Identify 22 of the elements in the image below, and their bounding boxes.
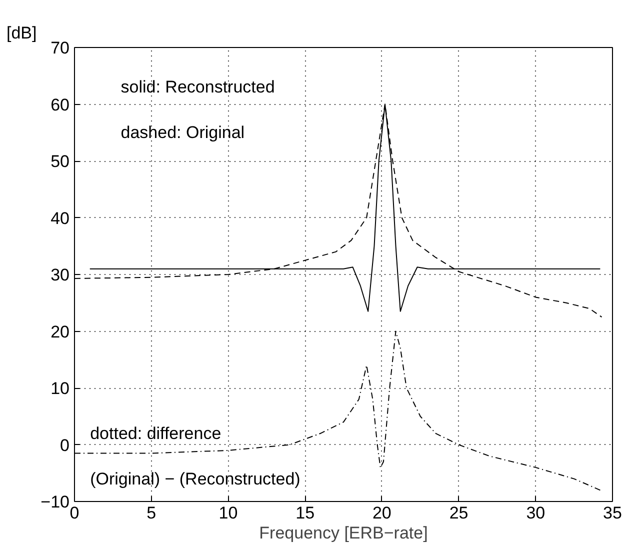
- y-tick-label: 50: [50, 152, 70, 171]
- y-tick-label: 60: [50, 95, 70, 114]
- annotation: dashed: Original: [120, 123, 245, 142]
- annotation: solid: Reconstructed: [120, 78, 275, 97]
- x-tick-label: 5: [146, 504, 156, 522]
- y-axis-title: [dB]: [6, 24, 37, 42]
- x-tick-label: 15: [296, 504, 315, 522]
- y-tick-label: 10: [50, 379, 70, 398]
- annotation: (Original) − (Reconstructed): [90, 469, 300, 488]
- y-tick-label: −10: [40, 492, 70, 512]
- y-tick-label: 0: [60, 436, 70, 455]
- x-tick-label: 25: [449, 504, 468, 522]
- y-tick-label: 30: [50, 266, 70, 284]
- y-tick-label: 70: [50, 38, 70, 58]
- y-tick-label: 20: [50, 322, 70, 342]
- x-tick-label: 10: [218, 504, 238, 522]
- x-axis-title: Frequency [ERB−rate]: [259, 524, 428, 542]
- y-tick-label: 40: [50, 208, 70, 228]
- x-tick-label: 30: [526, 504, 546, 522]
- annotation: dotted: difference: [90, 424, 222, 443]
- x-tick-label: 20: [372, 504, 392, 522]
- x-tick-label: 35: [603, 504, 622, 522]
